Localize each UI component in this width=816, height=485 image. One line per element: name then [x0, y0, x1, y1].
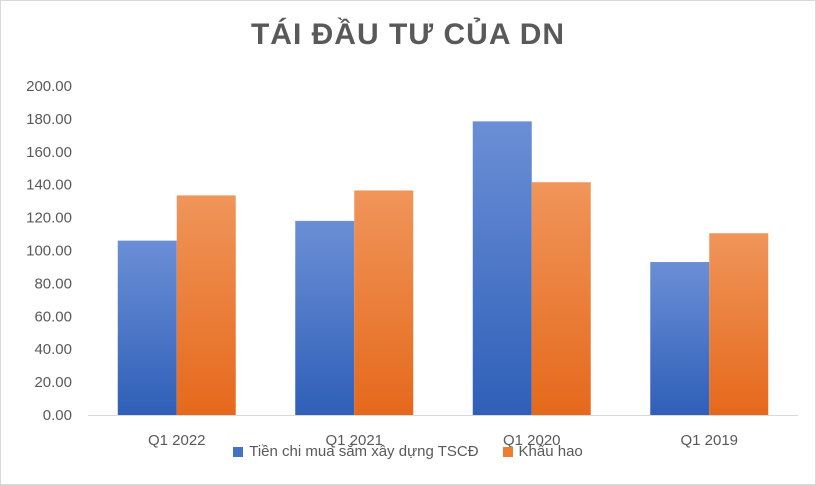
chart-title: TÁI ĐẦU TƯ CỦA DN [250, 18, 566, 51]
x-tick-label: Q1 2020 [503, 432, 561, 449]
bar-depreciation [531, 182, 591, 415]
y-tick-label: 0.00 [43, 407, 72, 424]
y-tick-label: 160.00 [26, 144, 72, 161]
legend-item-series-2: Khấu hao [502, 443, 583, 460]
y-tick-label: 200.00 [26, 78, 72, 95]
x-tick-label: Q1 2022 [148, 432, 206, 449]
y-tick-label: 120.00 [26, 210, 72, 227]
y-tick-label: 20.00 [34, 374, 72, 391]
y-tick-label: 40.00 [34, 341, 72, 358]
bar-depreciation [176, 195, 236, 415]
y-tick-label: 60.00 [34, 308, 72, 325]
bar-depreciation [709, 233, 769, 415]
y-tick-label: 100.00 [26, 243, 72, 260]
legend-swatch-series-2 [502, 446, 513, 457]
bar-capex [650, 262, 710, 415]
y-tick-label: 180.00 [26, 111, 72, 128]
bar-capex [117, 240, 177, 415]
legend-item-series-1: Tiền chi mua sắm xây dựng TSCĐ [233, 443, 479, 460]
x-tick-label: Q1 2021 [325, 432, 383, 449]
legend-label-series-2: Khấu hao [518, 443, 583, 460]
legend-swatch-series-1 [233, 446, 244, 457]
bar-depreciation [354, 190, 414, 415]
bar-capex [472, 121, 532, 416]
y-tick-label: 80.00 [34, 275, 72, 292]
x-tick-label: Q1 2019 [680, 432, 738, 449]
y-tick-label: 140.00 [26, 177, 72, 194]
legend-label-series-1: Tiền chi mua sắm xây dựng TSCĐ [249, 443, 479, 460]
legend: Tiền chi mua sắm xây dựng TSCĐ Khấu hao [0, 443, 816, 460]
bar-capex [295, 220, 355, 415]
